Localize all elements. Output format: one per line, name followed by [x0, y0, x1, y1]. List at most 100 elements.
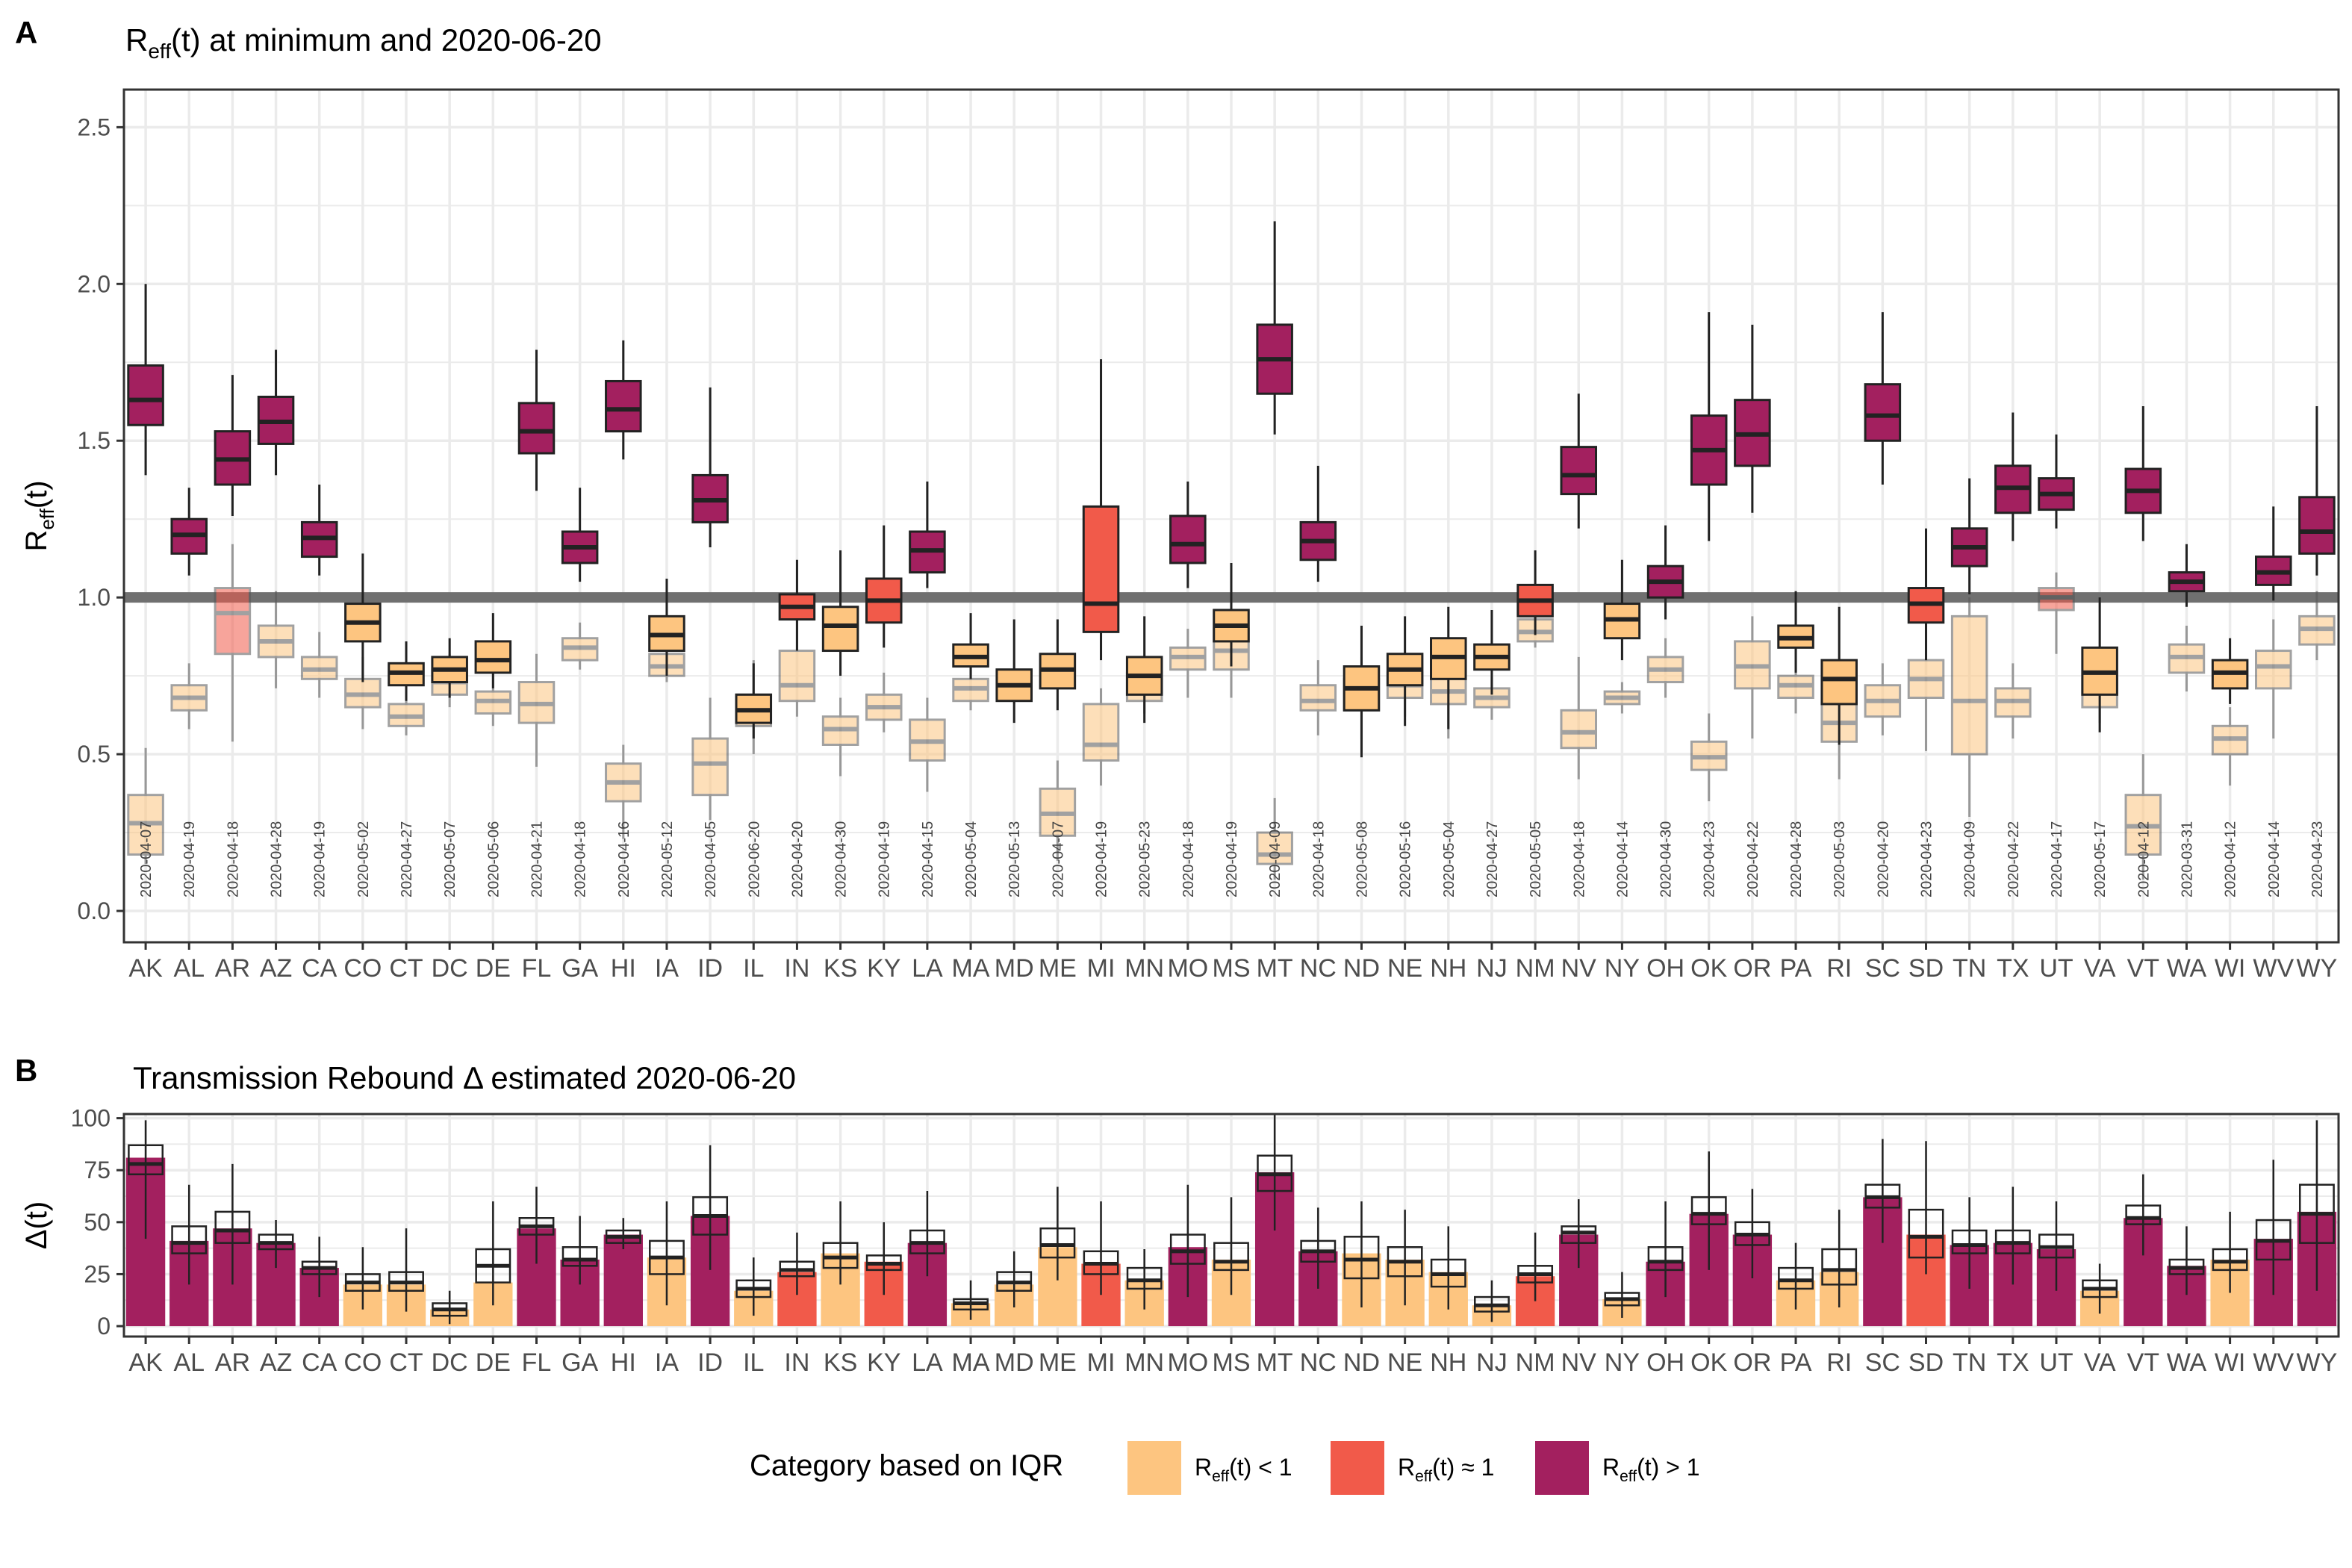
- bar-DE: [473, 1201, 513, 1327]
- box-min-SC: [1864, 663, 1902, 735]
- legend-swatch-gt1: [1535, 1441, 1589, 1495]
- bar-TN: [1950, 1197, 1989, 1327]
- bar-MO: [1168, 1184, 1208, 1327]
- min-date-label: 2020-04-30: [833, 821, 850, 897]
- x-tick-label: ID: [697, 1348, 723, 1377]
- x-tick-label: MS: [1213, 1348, 1251, 1377]
- box-cur-DC: [431, 638, 468, 698]
- box-iqr: [605, 379, 642, 433]
- box-min-ID: [691, 697, 729, 821]
- min-date-label: 2020-04-12: [2223, 821, 2239, 897]
- y-tick-label: 1.0: [78, 584, 111, 611]
- bar-AR: [213, 1163, 252, 1327]
- min-date-label: 2020-04-14: [1614, 821, 1631, 897]
- x-tick-label: NJ: [1476, 954, 1508, 983]
- x-tick-label: MD: [995, 954, 1034, 983]
- bar-iqr: [2125, 1204, 2162, 1225]
- x-tick-label: GA: [561, 954, 598, 983]
- box-cur-NH: [1430, 606, 1467, 729]
- x-tick-label: KS: [824, 1348, 857, 1377]
- x-tick-label: LA: [912, 1348, 943, 1377]
- x-tick-label: DC: [432, 954, 468, 983]
- x-tick-label: NY: [1605, 954, 1640, 983]
- min-date-label: 2020-05-23: [1137, 821, 1154, 897]
- min-date-label: 2020-05-04: [963, 821, 980, 897]
- bar-SD: [1906, 1141, 1946, 1327]
- min-date-label: 2020-04-09: [1962, 821, 1979, 897]
- box-iqr: [1256, 831, 1293, 865]
- box-cur-AK: [127, 284, 164, 476]
- box-cur-NY: [1603, 559, 1641, 661]
- x-tick-label: IN: [784, 954, 809, 983]
- box-cur-SC: [1864, 312, 1902, 485]
- box-min-OR: [1734, 616, 1771, 739]
- bar-iqr: [1951, 1229, 1988, 1254]
- x-tick-label: ND: [1343, 954, 1380, 983]
- box-min-CA: [300, 632, 338, 698]
- box-min-UT: [2038, 572, 2075, 654]
- x-tick-label: AL: [173, 1348, 205, 1377]
- x-tick-label: CA: [302, 954, 337, 983]
- bar-IA: [647, 1201, 687, 1327]
- legend-title: Category based on IQR: [750, 1449, 1063, 1482]
- min-date-label: 2020-04-30: [1658, 821, 1675, 897]
- x-tick-label: OR: [1733, 1348, 1771, 1377]
- min-date-label: 2020-04-28: [1788, 821, 1805, 897]
- box-min-GA: [561, 622, 599, 670]
- x-tick-label: NE: [1387, 954, 1422, 983]
- min-date-label: 2020-04-09: [1267, 821, 1284, 897]
- box-iqr: [474, 640, 512, 674]
- box-min-TX: [1994, 663, 2032, 739]
- x-tick-label: IL: [743, 1348, 764, 1377]
- min-date-label: 2020-04-19: [877, 821, 893, 897]
- box-iqr: [1560, 709, 1598, 750]
- min-date-label: 2020-05-13: [1007, 821, 1023, 897]
- bar-UT: [2036, 1201, 2076, 1327]
- x-tick-label: DE: [476, 954, 511, 983]
- box-min-MA: [952, 666, 989, 711]
- bar-iqr: [1039, 1227, 1076, 1259]
- box-cur-MT: [1256, 221, 1293, 435]
- x-tick-label: IN: [784, 1348, 809, 1377]
- box-min-HI: [605, 744, 642, 839]
- min-date-label: 2020-04-07: [138, 821, 155, 897]
- box-cur-NE: [1386, 616, 1424, 727]
- x-tick-label: NY: [1605, 1348, 1640, 1377]
- legend-label-eq1: Reff(t) ≈ 1: [1398, 1454, 1494, 1485]
- y-tick-label: 0.5: [78, 741, 111, 768]
- y-axis-label: Reff(t): [20, 480, 58, 551]
- bar-iqr: [171, 1225, 208, 1254]
- y-tick-label: 75: [84, 1157, 111, 1183]
- box-cur-TN: [1950, 478, 1988, 594]
- min-date-label: 2020-04-14: [2266, 821, 2283, 897]
- min-date-label: 2020-05-04: [1441, 821, 1457, 897]
- x-tick-label: AR: [215, 1348, 250, 1377]
- x-tick-label: LA: [912, 954, 943, 983]
- x-tick-label: NV: [1561, 1348, 1597, 1377]
- x-tick-label: IL: [743, 954, 764, 983]
- box-cur-PA: [1777, 591, 1814, 673]
- box-min-NY: [1603, 682, 1641, 714]
- box-iqr: [1299, 684, 1337, 712]
- box-cur-MD: [995, 619, 1033, 724]
- y-tick-label: 100: [71, 1105, 111, 1132]
- bar-WA: [2167, 1226, 2206, 1327]
- bar-RI: [1820, 1210, 1859, 1327]
- x-tick-label: NC: [1300, 954, 1337, 983]
- box-cur-NC: [1299, 465, 1337, 582]
- min-date-label: 2020-05-17: [2092, 821, 2109, 897]
- bar-AZ: [256, 1220, 296, 1327]
- box-min-KS: [821, 697, 859, 777]
- x-tick-label: DE: [476, 1348, 511, 1377]
- box-min-MT: [1256, 797, 1293, 880]
- x-tick-label: FL: [522, 1348, 552, 1377]
- x-tick-label: KY: [867, 954, 900, 983]
- bar-ID: [690, 1145, 730, 1327]
- box-cur-SD: [1907, 528, 1945, 661]
- box-cur-UT: [2038, 434, 2075, 529]
- min-date-label: 2020-04-20: [789, 821, 806, 897]
- box-min-NJ: [1473, 676, 1511, 720]
- min-date-label: 2020-04-19: [1224, 821, 1240, 897]
- box-cur-OH: [1646, 525, 1684, 620]
- y-tick-label: 1.5: [78, 427, 111, 454]
